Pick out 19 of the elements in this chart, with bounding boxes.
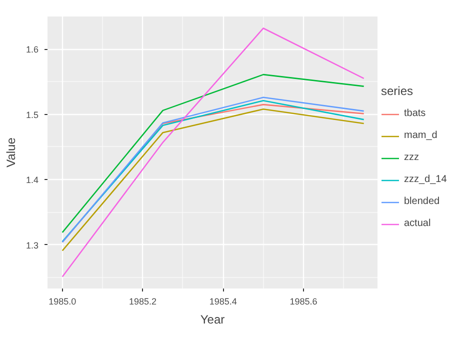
y-tick-label: 1.6 [26, 44, 39, 55]
legend-label: blended [404, 196, 440, 207]
line-series [62, 74, 364, 234]
x-tick-label: 1985.0 [48, 296, 76, 306]
x-tick-label: 1985.2 [129, 296, 157, 306]
line-series [62, 28, 364, 278]
y-tick-label: 1.3 [26, 240, 39, 250]
y-axis-title: Value [4, 137, 18, 168]
y-tick-label: 1.5 [26, 110, 39, 120]
legend-label: zzz [404, 152, 419, 163]
legend-label: mam_d [404, 130, 438, 141]
legend-title: series [381, 84, 414, 98]
legend-label: tbats [404, 108, 426, 119]
x-tick-label: 1985.4 [209, 296, 237, 306]
x-axis-title: Year [200, 312, 225, 326]
legend-label: actual [404, 218, 431, 229]
x-tick-label: 1985.6 [290, 296, 318, 306]
legend-label: zzz_d_14 [404, 174, 447, 185]
y-tick-label: 1.4 [26, 175, 39, 186]
